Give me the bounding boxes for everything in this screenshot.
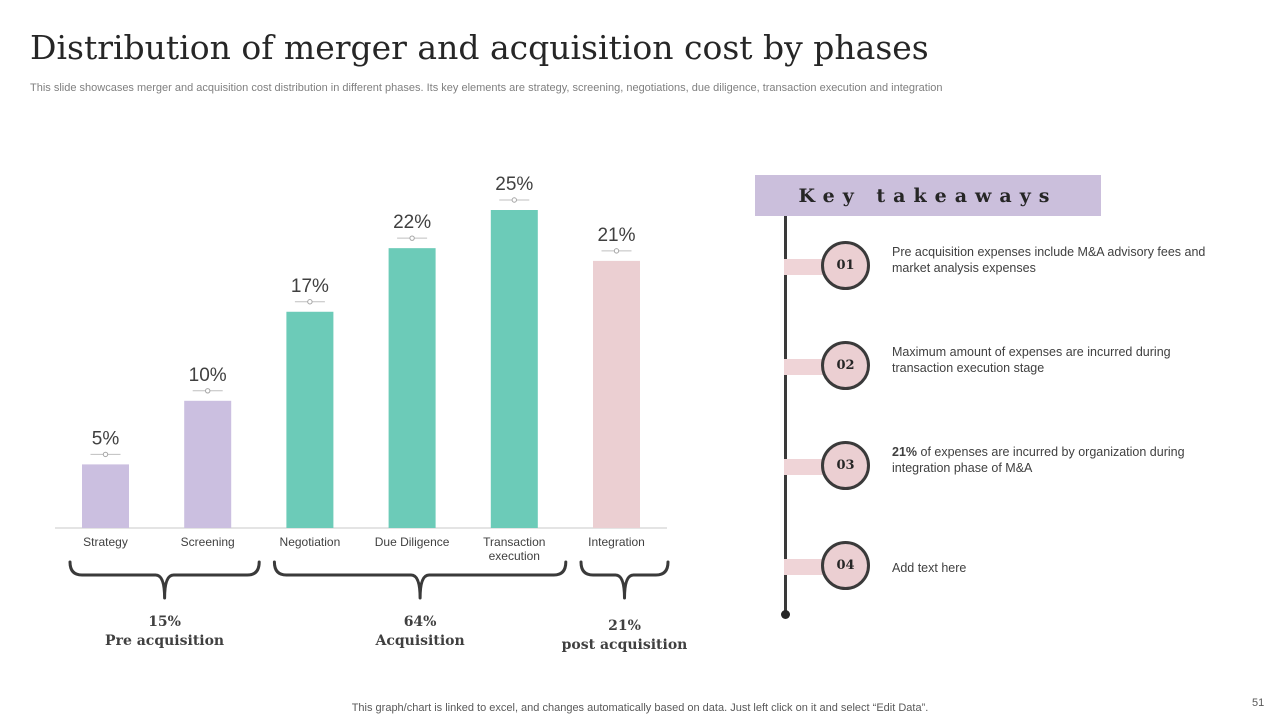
bar-marker-dot — [511, 197, 517, 203]
takeaway-connector — [784, 259, 824, 275]
page-number: 51 — [1252, 697, 1265, 709]
bar-1 — [184, 400, 232, 528]
bar-marker-dot — [307, 299, 313, 305]
group-label: Pre acquisition — [105, 633, 224, 649]
takeaway-number: 04 — [836, 558, 855, 573]
takeaway-number-badge: 02 — [821, 341, 870, 390]
takeaway-highlight: 21% — [892, 445, 918, 459]
bar-0 — [82, 464, 129, 528]
takeaway-text: 21% of expenses are incurred by organiza… — [892, 444, 1227, 476]
takeaway-connector — [784, 559, 824, 575]
x-tick-label: Negotiation — [280, 535, 341, 549]
group-percent: 21% — [608, 618, 641, 634]
takeaway-text: Maximum amount of expenses are incurred … — [892, 345, 1171, 375]
bar-2 — [286, 311, 334, 528]
bar-marker-dot — [409, 235, 415, 241]
takeaway-number-badge: 01 — [821, 241, 870, 290]
data-label: 21% — [597, 225, 635, 246]
takeaway-number: 01 — [836, 258, 855, 273]
group-label: Acquisition — [375, 633, 465, 649]
group-brace — [68, 560, 261, 600]
group-percent: 15% — [148, 614, 181, 630]
data-label: 25% — [495, 174, 533, 195]
takeaway-connector — [784, 459, 824, 475]
takeaway-item-02: 02 Maximum amount of expenses are incurr… — [784, 341, 1244, 397]
bar-marker-dot — [613, 248, 620, 254]
bar-4 — [490, 210, 538, 528]
cost-distribution-bar-chart: 5% Strategy 10% Screening 17% Negotiation 22% D… — [55, 174, 688, 653]
data-label: 17% — [291, 276, 329, 297]
takeaway-item-01: 01 Pre acquisition expenses include M&A … — [784, 241, 1244, 297]
data-label: 22% — [393, 212, 431, 233]
key-takeaways-title: Key takeaways — [798, 184, 1058, 207]
takeaway-text: Add text here — [892, 561, 967, 575]
slide-title: Distribution of merger and acquisition c… — [30, 28, 929, 67]
bar-3 — [388, 248, 436, 528]
group-brace — [272, 560, 568, 600]
bar-marker-dot — [102, 451, 109, 458]
data-label: 5% — [92, 428, 120, 449]
x-tick-label: Strategy — [83, 535, 128, 549]
footer-note: This graph/chart is linked to excel, and… — [351, 702, 929, 714]
group-label: post acquisition — [562, 637, 688, 653]
bar-marker-dot — [205, 388, 211, 394]
slide-subtitle: This slide showcases merger and acquisit… — [30, 82, 943, 94]
timeline-end-dot — [781, 610, 790, 619]
key-takeaways-header: Key takeaways — [755, 175, 1101, 216]
timeline-line — [784, 216, 787, 614]
takeaway-number-badge: 03 — [821, 441, 870, 490]
data-label: 10% — [189, 365, 227, 386]
takeaway-number: 02 — [836, 358, 855, 373]
takeaway-item-04: 04 Add text here — [784, 541, 1244, 597]
takeaway-item-03: 03 21% of expenses are incurred by organ… — [784, 441, 1244, 497]
group-percent: 64% — [404, 614, 437, 630]
x-tick-label: Screening — [181, 535, 235, 549]
takeaway-text: Pre acquisition expenses include M&A adv… — [892, 245, 1206, 275]
takeaway-connector — [784, 359, 824, 375]
group-brace — [579, 560, 670, 600]
x-tick-label: Due Diligence — [375, 535, 450, 549]
x-tick-label: Transaction execution — [483, 535, 545, 563]
bar-5 — [593, 260, 640, 528]
x-tick-label: Integration — [588, 535, 645, 549]
takeaway-text-body: of expenses are incurred by organization… — [892, 445, 1185, 475]
takeaway-number: 03 — [836, 458, 855, 473]
takeaway-number-badge: 04 — [821, 541, 870, 590]
